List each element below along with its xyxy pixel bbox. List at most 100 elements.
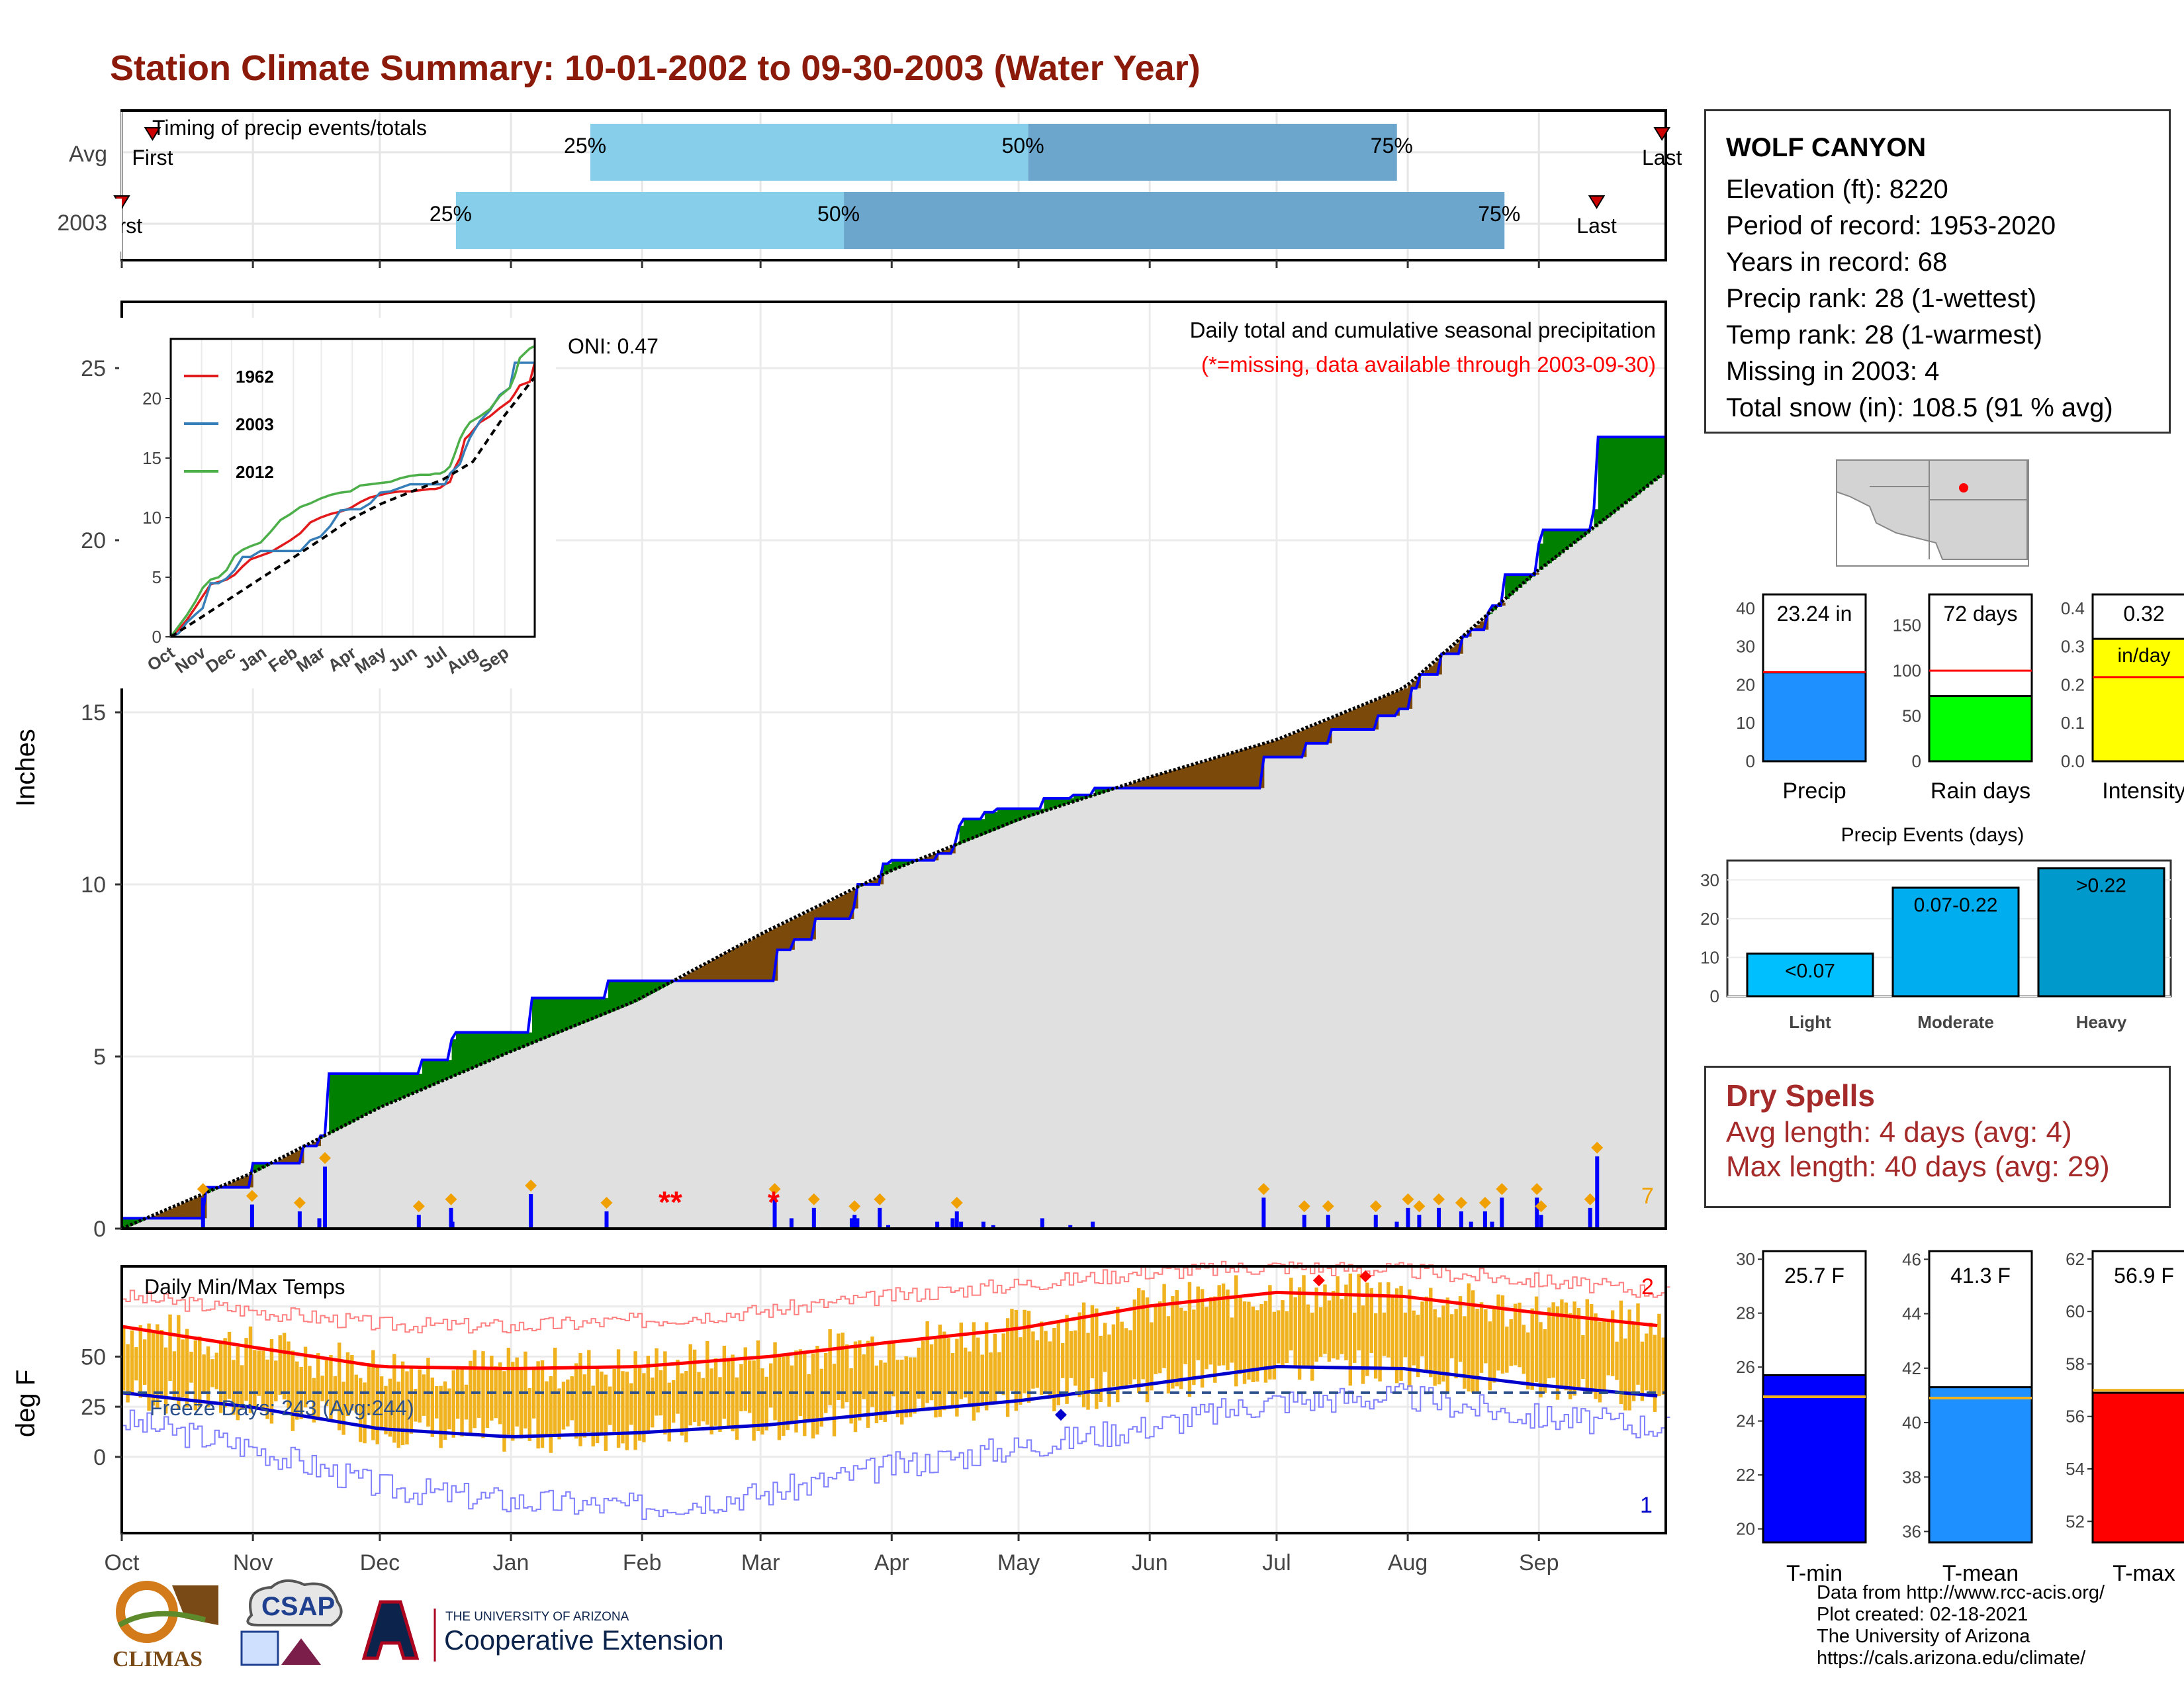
- precip-deficit: [1390, 693, 1396, 716]
- precip-surplus: [388, 1074, 393, 1104]
- daily-precip-bar: [954, 1211, 959, 1229]
- timing-bar-late: [844, 192, 1505, 249]
- daily-precip-bar: [1539, 1215, 1543, 1229]
- daily-temp-bar: [345, 1352, 350, 1417]
- summary-ytick-label: 30: [1736, 637, 1755, 657]
- summary-value-label: 72 days: [1943, 602, 2017, 626]
- inset-legend-label: 2003: [236, 414, 274, 434]
- precip-surplus: [1615, 437, 1620, 511]
- temp-summary-ytick-label: 22: [1736, 1465, 1755, 1485]
- precip-deficit: [929, 855, 934, 861]
- timing-bar-early: [590, 124, 1028, 181]
- precip-surplus: [1526, 575, 1531, 581]
- precip-surplus: [460, 1032, 465, 1074]
- temp-summary-value-label: 41.3 F: [1950, 1264, 2011, 1288]
- precip-surplus: [604, 998, 609, 1014]
- precip-surplus: [515, 1032, 520, 1050]
- climas-logo-text: CLIMAS: [113, 1647, 203, 1671]
- snow-event-marker: [1535, 1200, 1547, 1213]
- events-bar-label: <0.07: [1785, 961, 1835, 982]
- daily-temp-bar: [1576, 1307, 1581, 1387]
- daily-temp-bar: [257, 1350, 261, 1396]
- inset-ytick-label: 0: [152, 627, 161, 647]
- daily-temp-bar: [147, 1323, 151, 1411]
- daily-temp-bar: [773, 1342, 777, 1421]
- daily-temp-bar: [764, 1376, 768, 1430]
- precip-deficit: [168, 1208, 173, 1219]
- precip-surplus: [540, 998, 545, 1040]
- precip-deficit: [946, 848, 952, 854]
- precip-surplus: [1095, 788, 1100, 795]
- daily-temp-bar: [261, 1350, 265, 1411]
- daily-temp-bar: [1454, 1309, 1458, 1379]
- precip-ytick-label: 15: [81, 700, 106, 726]
- precip-surplus: [469, 1032, 474, 1070]
- summary-ytick-label: 20: [1736, 675, 1755, 694]
- daily-temp-bar: [1124, 1328, 1128, 1388]
- precip-deficit: [1310, 726, 1316, 743]
- daily-precip-bar: [1091, 1221, 1095, 1229]
- daily-temp-bar: [414, 1389, 418, 1422]
- precip-surplus: [1052, 798, 1058, 809]
- precip-surplus: [354, 1074, 359, 1121]
- precip-surplus: [608, 980, 614, 1012]
- daily-temp-bar: [464, 1384, 469, 1420]
- precip-deficit: [1205, 761, 1210, 788]
- timing-75-label: 75%: [1371, 134, 1413, 158]
- daily-temp-bar: [1192, 1309, 1196, 1385]
- daily-temp-bar: [545, 1381, 549, 1435]
- inset-ytick-label: 10: [142, 508, 161, 528]
- snow-event-marker: [445, 1193, 457, 1205]
- snow-event-marker: [1479, 1197, 1491, 1209]
- timing-bar-late: [1028, 124, 1397, 181]
- daily-temp-bar: [400, 1361, 405, 1445]
- precip-surplus: [591, 998, 596, 1019]
- summary-category-label: Rain days: [1931, 778, 2030, 804]
- daily-temp-bar: [227, 1331, 232, 1399]
- precip-surplus: [1081, 794, 1087, 799]
- summary-value-label: 23.24 in: [1777, 602, 1852, 626]
- precip-surplus: [502, 1032, 508, 1055]
- daily-temp-bar: [697, 1372, 701, 1427]
- precip-surplus: [498, 1032, 503, 1057]
- precip-deficit: [832, 899, 837, 919]
- daily-temp-bar: [1145, 1297, 1150, 1403]
- daily-precip-bar: [950, 1218, 955, 1229]
- daily-temp-bar: [511, 1362, 515, 1441]
- daily-temp-bar: [557, 1388, 561, 1440]
- daily-precip-bar: [849, 1218, 854, 1229]
- daily-temp-bar: [1238, 1297, 1242, 1374]
- precip-deficit: [1479, 621, 1484, 630]
- daily-temp-bar: [1031, 1331, 1035, 1389]
- precip-deficit: [1373, 700, 1379, 730]
- daily-temp-bar: [1183, 1311, 1187, 1364]
- daily-temp-bar: [1171, 1295, 1175, 1389]
- precip-surplus: [612, 980, 617, 1011]
- daily-precip-bar: [322, 1166, 327, 1229]
- precip-deficit: [680, 977, 685, 981]
- daily-temp-bar: [1408, 1289, 1412, 1387]
- daily-temp-bar: [1467, 1283, 1471, 1392]
- ua-cooperative-extension-logo: THE UNIVERSITY OF ARIZONA Cooperative Ex…: [361, 1600, 724, 1662]
- daily-temp-bar: [354, 1374, 358, 1413]
- precip-count-label: 7: [1641, 1184, 1654, 1209]
- precip-surplus: [426, 1060, 432, 1088]
- daily-temp-bar: [1416, 1315, 1420, 1378]
- daily-temp-bar: [303, 1346, 308, 1408]
- daily-temp-bar: [963, 1347, 968, 1398]
- precip-deficit: [1429, 666, 1434, 675]
- missing-mark-mar: *: [768, 1185, 780, 1219]
- precip-deficit: [227, 1183, 232, 1188]
- summary-value-label: 0.32: [2123, 602, 2164, 626]
- precip-surplus: [1103, 788, 1108, 792]
- temp-summary-ytick-label: 60: [2066, 1301, 2085, 1321]
- precip-deficit: [841, 894, 846, 919]
- precip-deficit: [1344, 712, 1349, 730]
- timing-title: Timing of precip events/totals: [152, 116, 427, 140]
- daily-temp-bar: [1014, 1309, 1019, 1411]
- timing-left-mask: [0, 199, 122, 252]
- daily-precip-bar: [604, 1211, 609, 1229]
- precip-surplus: [1065, 798, 1070, 805]
- precip-deficit: [870, 880, 876, 885]
- precip-surplus: [434, 1060, 439, 1084]
